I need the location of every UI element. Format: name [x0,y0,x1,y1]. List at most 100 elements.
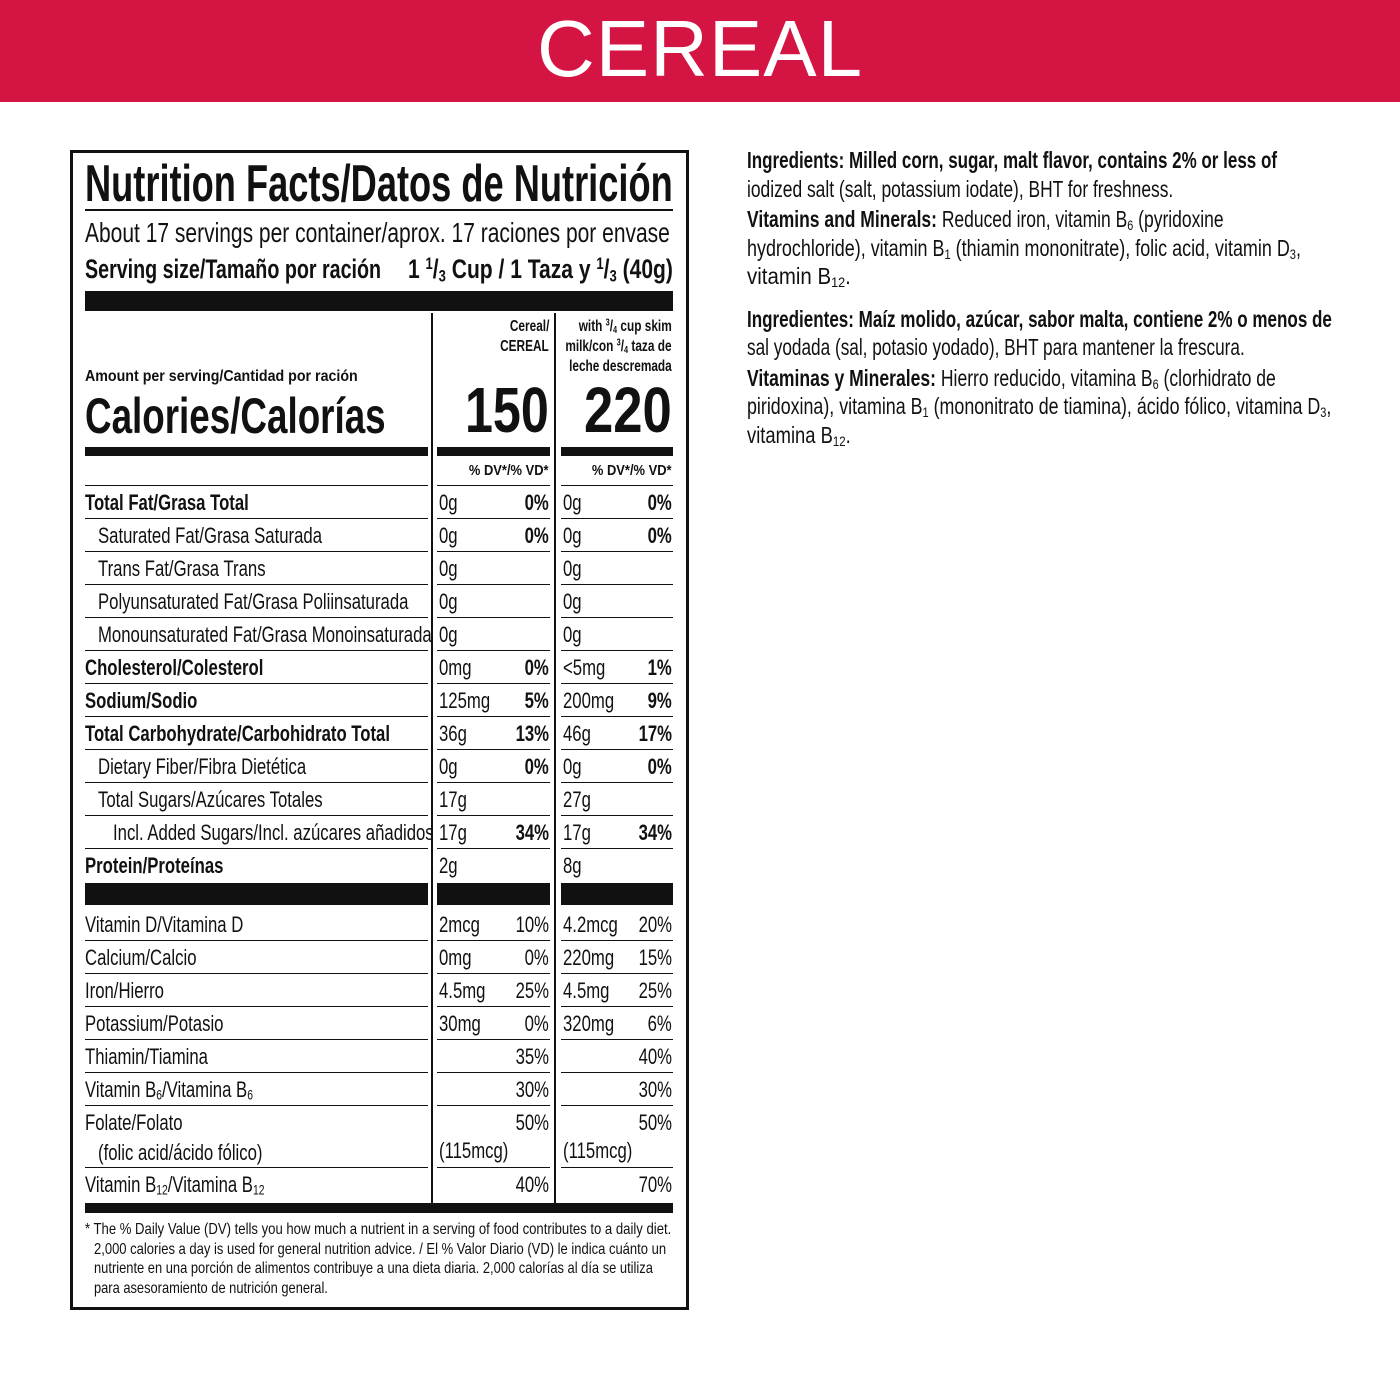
with-milk-cell: 4.2mcg 20% [561,908,673,941]
column-divider [554,313,556,1203]
ingredients-line: vitamin B12. [747,262,1367,291]
daily-value-percent: 15% [638,945,672,970]
with-milk-cell: 17g 34% [561,816,673,849]
ingredients-panel: Ingredients: Milled corn, sugar, malt fl… [747,144,1367,449]
dv-header-cereal: % DV*/% VD* [456,460,549,482]
nutrient-name: Polyunsaturated Fat/Grasa Poliinsaturada [98,589,409,614]
ingredients-text: vitamin B12. [747,263,851,291]
cereal-cell: 2mcg 10% [437,908,550,941]
daily-value-percent: 30% [515,1077,549,1102]
nutrient-row: Incl. Added Sugars/Incl. azúcares añadid… [0,816,1400,849]
nutrient-row: Thiamin/Tiamina 35% 40% [0,1040,1400,1073]
ingredients-line: iodized salt (salt, potassium iodate), B… [747,175,1367,204]
nutrient-name: Potassium/Potasio [85,1011,224,1036]
ingredients-text: vitamina B12. [747,421,851,450]
column-header-text: Cereal/ [509,318,549,335]
cereal-cell: 125mg 5% [437,684,550,717]
nutrient-row: Sodium/Sodio 125mg 5% 200mg 9% [0,684,1400,717]
nutrient-row: Cholesterol/Colesterol 0mg 0% <5mg 1% [0,651,1400,684]
amount-value: 27g [563,787,591,812]
column-header-line: with 3/4 cup skim [528,317,672,337]
with-milk-cell: 0g [561,618,673,651]
calories-with-milk: 220 [565,378,672,442]
amount-value: 17g [439,820,467,845]
with-milk-cell: 8g [561,849,673,881]
amount-value: 0g [563,589,582,614]
nutrient-label: Trans Fat/Grasa Trans [85,552,428,585]
nutrient-name: Monounsaturated Fat/Grasa Monoinsaturada [98,622,432,647]
daily-value-percent: 40% [638,1044,672,1069]
amount-value: 2mcg [439,912,480,937]
ingredients-text: Vitamins and Minerals: Reduced iron, vit… [747,206,1224,234]
amount-value: 0mg [439,945,472,970]
ingredients-line: Ingredientes: Maíz molido, azúcar, sabor… [747,305,1367,334]
cereal-cell: 35% [437,1040,550,1073]
thick-divider [85,1203,673,1213]
nutrient-name: Vitamin B12/Vitamina B12 [85,1172,265,1198]
text-segment: Ingredientes: Maíz molido, azúcar, sabor… [747,305,1332,332]
amount-value: 17g [439,787,467,812]
daily-value-percent: 20% [638,912,672,937]
daily-value-percent: 0% [524,754,549,779]
cereal-cell: 0g [437,585,550,618]
nutrient-label: Incl. Added Sugars/Incl. azúcares añadid… [85,816,434,849]
text-segment: 6 [1152,376,1159,393]
cereal-cell: 0g 0% [437,519,550,552]
column-header-line: milk/con 3/4 taza de [528,337,672,357]
daily-value-percent: 1% [647,655,672,680]
nutrient-label: Dietary Fiber/Fibra Dietética [85,750,428,783]
daily-value-percent: 0% [647,490,672,515]
daily-value-percent: 0% [524,945,549,970]
cereal-cell: 0g 0% [437,486,550,519]
text-segment: Ingredients: Milled corn, sugar, malt fl… [747,147,1278,173]
footnote-text: nutriente en una porción de alimentos co… [94,1260,653,1277]
serving-size-value-text: 1 1/3 Cup / 1 Taza y 1/3 (40g) [408,253,673,286]
ingredients-text: Ingredients: Milled corn, sugar, malt fl… [747,146,1277,175]
ingredients-line: Vitaminas y Minerales: Hierro reducido, … [747,364,1367,393]
nutrient-row: Folate/Folato (folic acid/ácido fólico) (1… [0,1106,1400,1168]
with-milk-cell: 220mg 15% [561,941,673,974]
amount-value: 46g [563,721,591,746]
amount-value: 17g [563,820,591,845]
amount-value: 0g [563,556,582,581]
nutrient-name: Total Fat/Grasa Total [85,490,249,515]
serving-size-value: 1 1/3 Cup / 1 Taza y 1/3 (40g) [333,252,673,286]
daily-value-percent: 10% [515,912,549,937]
nutrient-row: Calcium/Calcio 0mg 0% 220mg 15% [0,941,1400,974]
daily-value-percent: 50% [638,1110,672,1135]
cereal-cell: 4.5mg 25% [437,974,550,1007]
divider [437,485,550,486]
amount-value: 0g [563,754,582,779]
amount-value: 0g [439,523,458,548]
daily-value-percent: 0% [524,523,549,548]
nutrient-sublabel: (folic acid/ácido fólico) [98,1140,263,1165]
serving-size-label: Serving size/Tamaño por ración [85,252,491,286]
daily-value-footnote: * The % Daily Value (DV) tells you how m… [85,1220,800,1298]
amount-value: 320mg [563,1011,615,1036]
ingredients-text: iodized salt (salt, potassium iodate), B… [747,175,1174,202]
column-header-line: CEREAL [483,337,549,357]
column-header-text: leche descremada [569,358,672,375]
category-banner: CEREAL [0,0,1400,102]
daily-value-percent: 0% [647,523,672,548]
nutrient-label: Vitamin B12/Vitamina B12 [85,1168,428,1200]
nutrient-name: Iron/Hierro [85,978,164,1003]
nutrient-label: Folate/Folato (folic acid/ácido fólico) [85,1106,428,1168]
with-milk-cell: (115mcg) 50% [561,1106,673,1168]
ingredients-text: piridoxina), vitamina B1 (mononitrato de… [747,393,1332,421]
nutrient-row: Total Fat/Grasa Total 0g 0% 0g 0% [0,486,1400,519]
cereal-cell: 36g 13% [437,717,550,750]
nutrient-name: Dietary Fiber/Fibra Dietética [98,754,307,779]
title-text: Nutrition Facts/Datos de Nutrición [85,155,673,213]
footnote-line: * The % Daily Value (DV) tells you how m… [85,1220,800,1240]
amount-per-serving: Amount per serving/Cantidad por ración [85,367,392,387]
amount-value: 4.5mg [563,978,610,1003]
amount-per-serving-text: Amount per serving/Cantidad por ración [85,368,358,385]
vitamin-mineral-table: Vitamin D/Vitamina D 2mcg 10% 4.2mcg 20% Calc… [0,908,1400,1201]
amount-value: <5mg [563,655,606,680]
amount-value: 30mg [439,1011,481,1036]
with-milk-cell: 320mg 6% [561,1007,673,1040]
daily-value-percent: 25% [515,978,549,1003]
daily-value-percent: 70% [638,1172,672,1197]
text-segment: 3 [1289,246,1297,263]
